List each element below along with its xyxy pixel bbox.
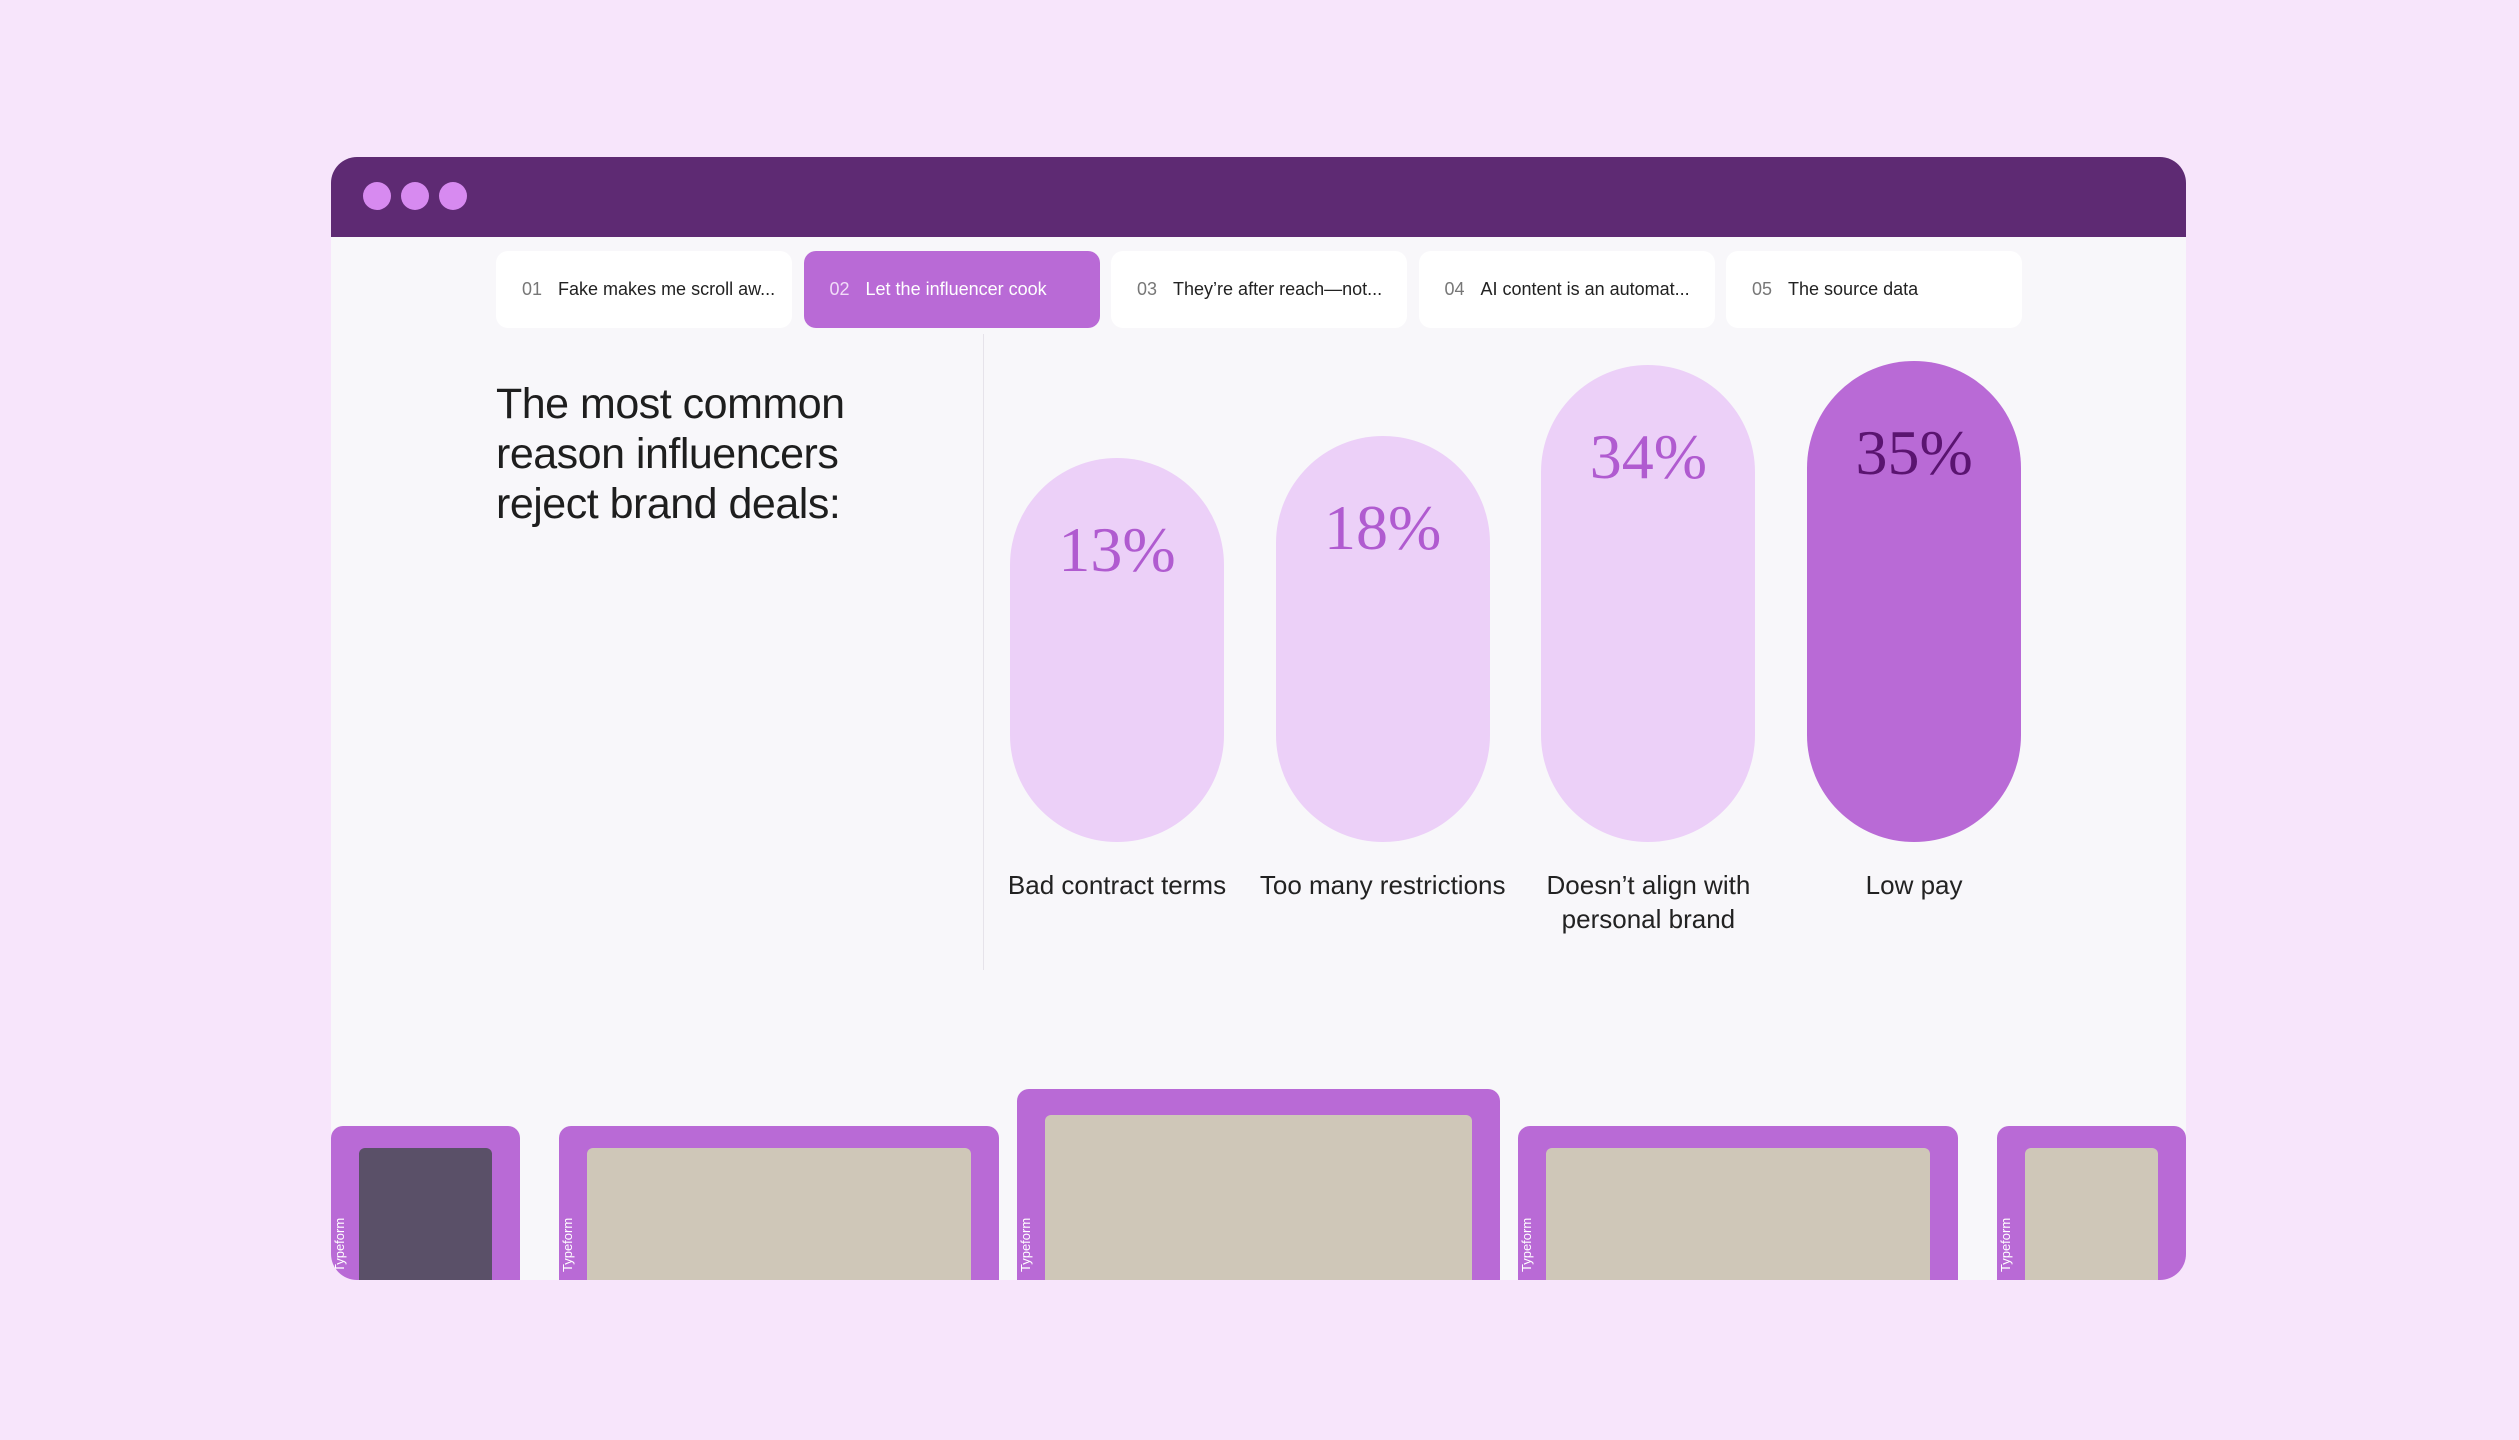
- brand-tag-text: Typeform: [1018, 1217, 1033, 1272]
- title-bar: [331, 157, 2186, 237]
- video-card[interactable]: Typeform: [1518, 1126, 1958, 1280]
- tab-label: They’re after reach—not...: [1173, 279, 1383, 299]
- category-label: Doesn’t align with personal brand: [1546, 870, 1751, 934]
- tab[interactable]: 02 Let the influencer cook: [803, 251, 1100, 328]
- tab-label: AI content is an automat...: [1480, 279, 1690, 299]
- video-card[interactable]: Typeform: [559, 1126, 999, 1280]
- brand-tag: Typeform: [1998, 1182, 2025, 1272]
- value-label: 18%: [1324, 491, 1442, 563]
- video-thumbnail: [1045, 1115, 1472, 1280]
- brand-tag-text: Typeform: [332, 1217, 347, 1272]
- tab[interactable]: 01 Fake makes me scroll aw...: [496, 251, 792, 328]
- brand-tag: Typeform: [1519, 1182, 1546, 1272]
- bar: [1541, 365, 1756, 842]
- window-dot[interactable]: [439, 182, 467, 210]
- tab-number: 02: [829, 279, 850, 299]
- heading: The most common reason influencers rejec…: [496, 380, 845, 528]
- tab-number: 05: [1752, 279, 1773, 299]
- divider: [983, 334, 984, 970]
- video-card[interactable]: Typeform: [1997, 1126, 2186, 1280]
- brand-tag-text: Typeform: [1519, 1217, 1534, 1272]
- bar: [1807, 361, 2022, 842]
- value-label: 34%: [1589, 421, 1708, 493]
- category-label: Too many restrictions: [1259, 870, 1506, 900]
- tab-label: The source data: [1788, 279, 1919, 299]
- video-card[interactable]: Typeform: [1017, 1089, 1500, 1280]
- category-label: Bad contract terms: [1007, 870, 1227, 900]
- video-card[interactable]: Typeform: [331, 1126, 520, 1280]
- category-label: Low pay: [1865, 870, 1963, 900]
- tab-number: 04: [1444, 279, 1465, 299]
- bar: [1275, 435, 1490, 842]
- window-dot[interactable]: [401, 182, 429, 210]
- brand-tag: Typeform: [332, 1182, 359, 1272]
- tab[interactable]: 04 AI content is an automat...: [1418, 251, 1715, 328]
- tab-number: 03: [1137, 279, 1158, 299]
- value-label: 35%: [1855, 417, 1973, 488]
- video-thumbnail: [587, 1148, 971, 1280]
- brand-tag: Typeform: [560, 1182, 587, 1272]
- bar: [1010, 457, 1224, 842]
- value-label: 13%: [1058, 513, 1176, 585]
- video-thumbnail: [2025, 1148, 2158, 1280]
- tab-label: Let the influencer cook: [865, 279, 1047, 299]
- browser-window: 01 Fake makes me scroll aw... 02 Let the in…: [331, 157, 2186, 1280]
- tab[interactable]: 03 They’re after reach—not...: [1111, 251, 1407, 328]
- tab-number: 01: [522, 279, 543, 299]
- brand-tag: Typeform: [1018, 1182, 1045, 1272]
- window-dot[interactable]: [363, 182, 391, 210]
- tab-label: Fake makes me scroll aw...: [558, 279, 776, 299]
- video-thumbnail: [359, 1148, 492, 1280]
- video-thumbnail: [1546, 1148, 1930, 1280]
- brand-tag-text: Typeform: [1998, 1217, 2013, 1272]
- tab[interactable]: 05 The source data: [1726, 251, 2022, 328]
- brand-tag-text: Typeform: [560, 1217, 575, 1272]
